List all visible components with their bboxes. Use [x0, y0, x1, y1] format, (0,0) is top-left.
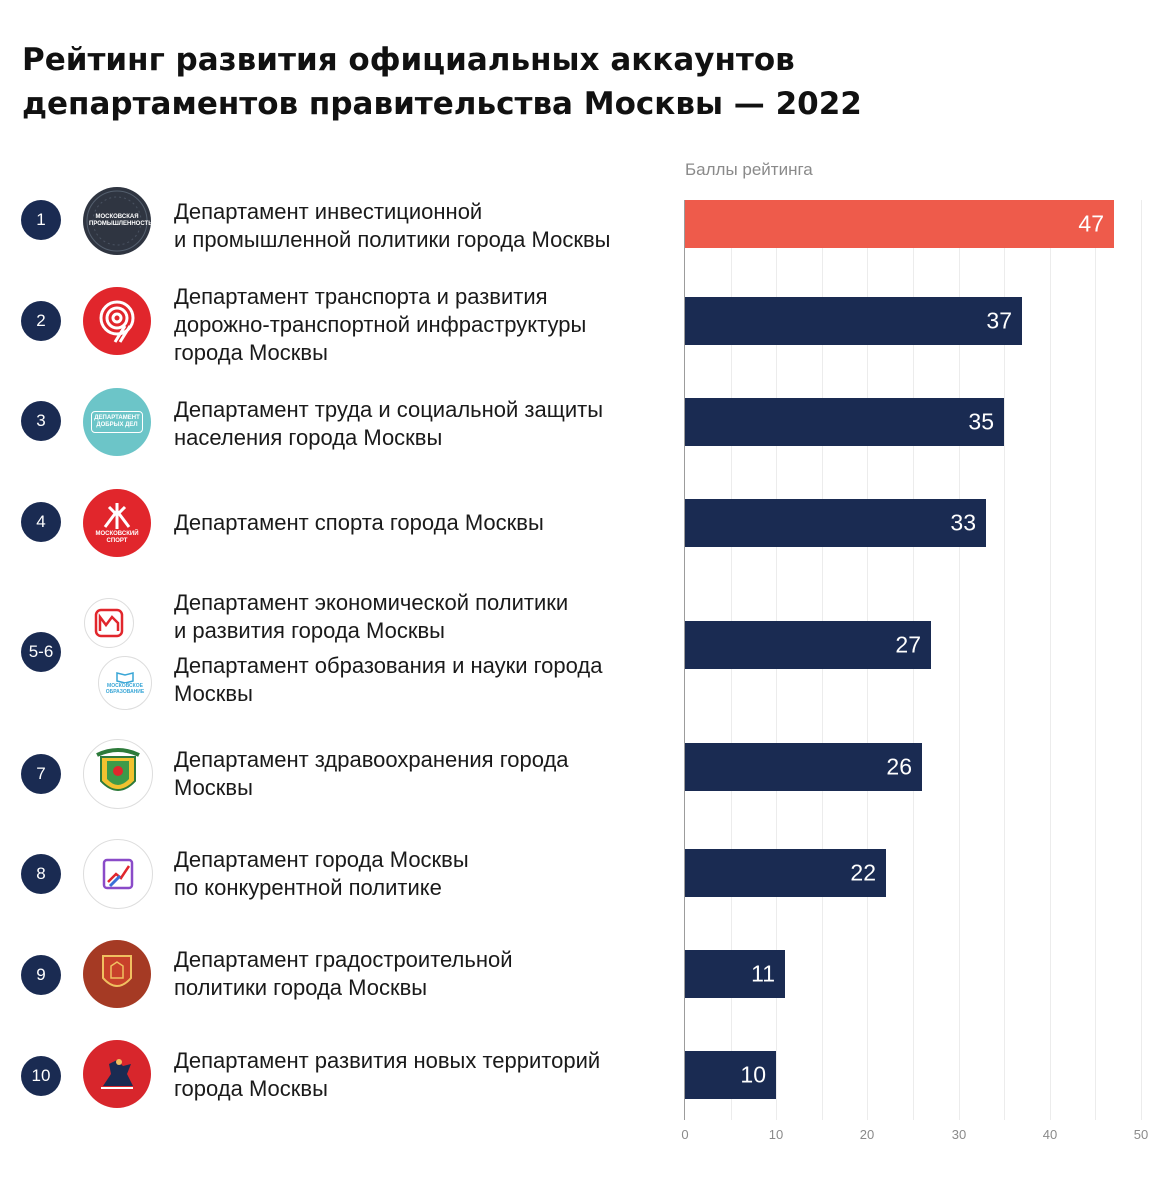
sport-logo: МОСКОВСКИЙ СПОРТ [83, 489, 151, 557]
department-label-line: Департамент спорта города Москвы [174, 510, 544, 535]
bar-rank-8: 22 [685, 849, 886, 897]
sport-emblem-icon [103, 503, 131, 529]
department-label-line: Департамент труда и социальной защиты [174, 397, 604, 422]
bar-value-label: 33 [950, 509, 976, 536]
bar-rank-5-6: 27 [685, 621, 931, 669]
rank-badge-9: 9 [21, 955, 61, 995]
department-label-line: Департамент транспорта и развития [174, 284, 548, 309]
title-line-2: департаментов правительства Москвы — 202… [22, 86, 862, 122]
department-label-line: по конкурентной политике [174, 875, 442, 900]
department-label-line: политики города Москвы [174, 975, 428, 1000]
department-label-line: города Москвы [174, 340, 328, 365]
rank-badge-3: 3 [21, 401, 61, 441]
y-axis-line [684, 200, 685, 1120]
department-label-line: Департамент инвестиционной [174, 199, 483, 224]
competition-logo [83, 839, 153, 909]
grid-line [1050, 200, 1051, 1120]
bar-value-label: 26 [886, 753, 912, 780]
rank-badge-4: 4 [21, 502, 61, 542]
book-icon [116, 672, 134, 683]
department-label-8: Департамент города Москвы по конкурентно… [174, 846, 674, 902]
department-label-line: и развития города Москвы [174, 618, 445, 643]
title-line-1: Рейтинг развития официальных аккаунтов [22, 42, 795, 78]
bar-rank-4: 33 [685, 499, 986, 547]
rank-badge-1: 1 [21, 200, 61, 240]
department-label-line: Департамент развития новых территорий [174, 1048, 601, 1073]
axis-title: Баллы рейтинга [685, 160, 813, 179]
rank-badge-8: 8 [21, 854, 61, 894]
grid-line [1095, 200, 1096, 1120]
rank-badge-2: 2 [21, 301, 61, 341]
bar-rank-1: 47 [685, 200, 1114, 248]
department-label-line: города Москвы [174, 1076, 328, 1101]
department-label-4: Департамент спорта города Москвы [174, 509, 674, 537]
newterr-logo [83, 1040, 151, 1108]
department-label-line: дорожно-транспортной инфраструктуры [174, 312, 587, 337]
department-label-line: Департамент экономической политики [174, 590, 569, 615]
department-label-line: Москвы [174, 681, 253, 706]
rank-badge-10: 10 [21, 1056, 61, 1096]
bar-value-label: 37 [986, 307, 1012, 334]
department-label-7: Департамент здравоохранения города Москв… [174, 746, 674, 802]
department-label-5: Департамент экономической политики и раз… [174, 589, 674, 645]
department-label-line: Департамент образования и науки города [174, 653, 603, 678]
mosprom-logo: МОСКОВСКАЯ ПРОМЫШЛЕННОСТЬ [83, 187, 151, 255]
bar-rank-10: 10 [685, 1051, 776, 1099]
economy-logo [84, 598, 134, 648]
department-label-6: Департамент образования и науки города М… [174, 652, 674, 708]
x-tick-label: 10 [768, 1127, 784, 1142]
department-label-line: Департамент города Москвы [174, 847, 469, 872]
department-label-line: и промышленной политики города Москвы [174, 227, 611, 252]
dobro-logo: ДЕПАРТАМЕНТ ДОБРЫХ ДЕЛ [83, 388, 151, 456]
rank-badge-5-6: 5-6 [21, 632, 61, 672]
urban-logo [83, 940, 151, 1008]
bar-rank-3: 35 [685, 398, 1004, 446]
bar-value-label: 47 [1078, 210, 1104, 237]
education-logo: МОСКОВСКОЕ ОБРАЗОВАНИЕ [98, 656, 152, 710]
bar-rank-2: 37 [685, 297, 1022, 345]
sport-logo-text: МОСКОВСКИЙ СПОРТ [95, 531, 139, 544]
bar-value-label: 27 [895, 631, 921, 658]
rank-badge-7: 7 [21, 754, 61, 794]
x-tick-label: 40 [1042, 1127, 1058, 1142]
dobro-logo-text: ДЕПАРТАМЕНТ ДОБРЫХ ДЕЛ [94, 415, 140, 428]
bar-value-label: 35 [968, 408, 994, 435]
grid-line [1141, 200, 1142, 1120]
department-label-10: Департамент развития новых территорий го… [174, 1047, 674, 1103]
department-label-3: Департамент труда и социальной защиты на… [174, 396, 674, 452]
bar-value-label: 11 [751, 960, 775, 987]
department-label-line: Департамент градостроительной [174, 947, 513, 972]
x-tick-label: 30 [951, 1127, 967, 1142]
education-logo-text: МОСКОВСКОЕ ОБРАЗОВАНИЕ [105, 683, 145, 695]
bar-rank-7: 26 [685, 743, 922, 791]
department-label-line: Москвы [174, 775, 253, 800]
grid-line [959, 200, 960, 1120]
x-tick-label: 0 [681, 1127, 689, 1142]
transport-logo [83, 287, 151, 355]
department-label-line: населения города Москвы [174, 425, 443, 450]
x-tick-label: 50 [1133, 1127, 1149, 1142]
department-label-9: Департамент градостроительной политики г… [174, 946, 674, 1002]
health-logo [83, 739, 153, 809]
department-label-1: Департамент инвестиционной и промышленно… [174, 198, 674, 254]
mosprom-logo-text: МОСКОВСКАЯ ПРОМЫШЛЕННОСТЬ [89, 214, 151, 227]
bar-value-label: 10 [740, 1061, 766, 1088]
x-tick-label: 20 [859, 1127, 875, 1142]
grid-line [1004, 200, 1005, 1120]
department-label-2: Департамент транспорта и развития дорожн… [174, 283, 674, 367]
bar-value-label: 22 [850, 859, 876, 886]
chart-title: Рейтинг развития официальных аккаунтов д… [22, 38, 1122, 126]
bar-rank-9: 11 [685, 950, 785, 998]
department-label-line: Департамент здравоохранения города [174, 747, 569, 772]
